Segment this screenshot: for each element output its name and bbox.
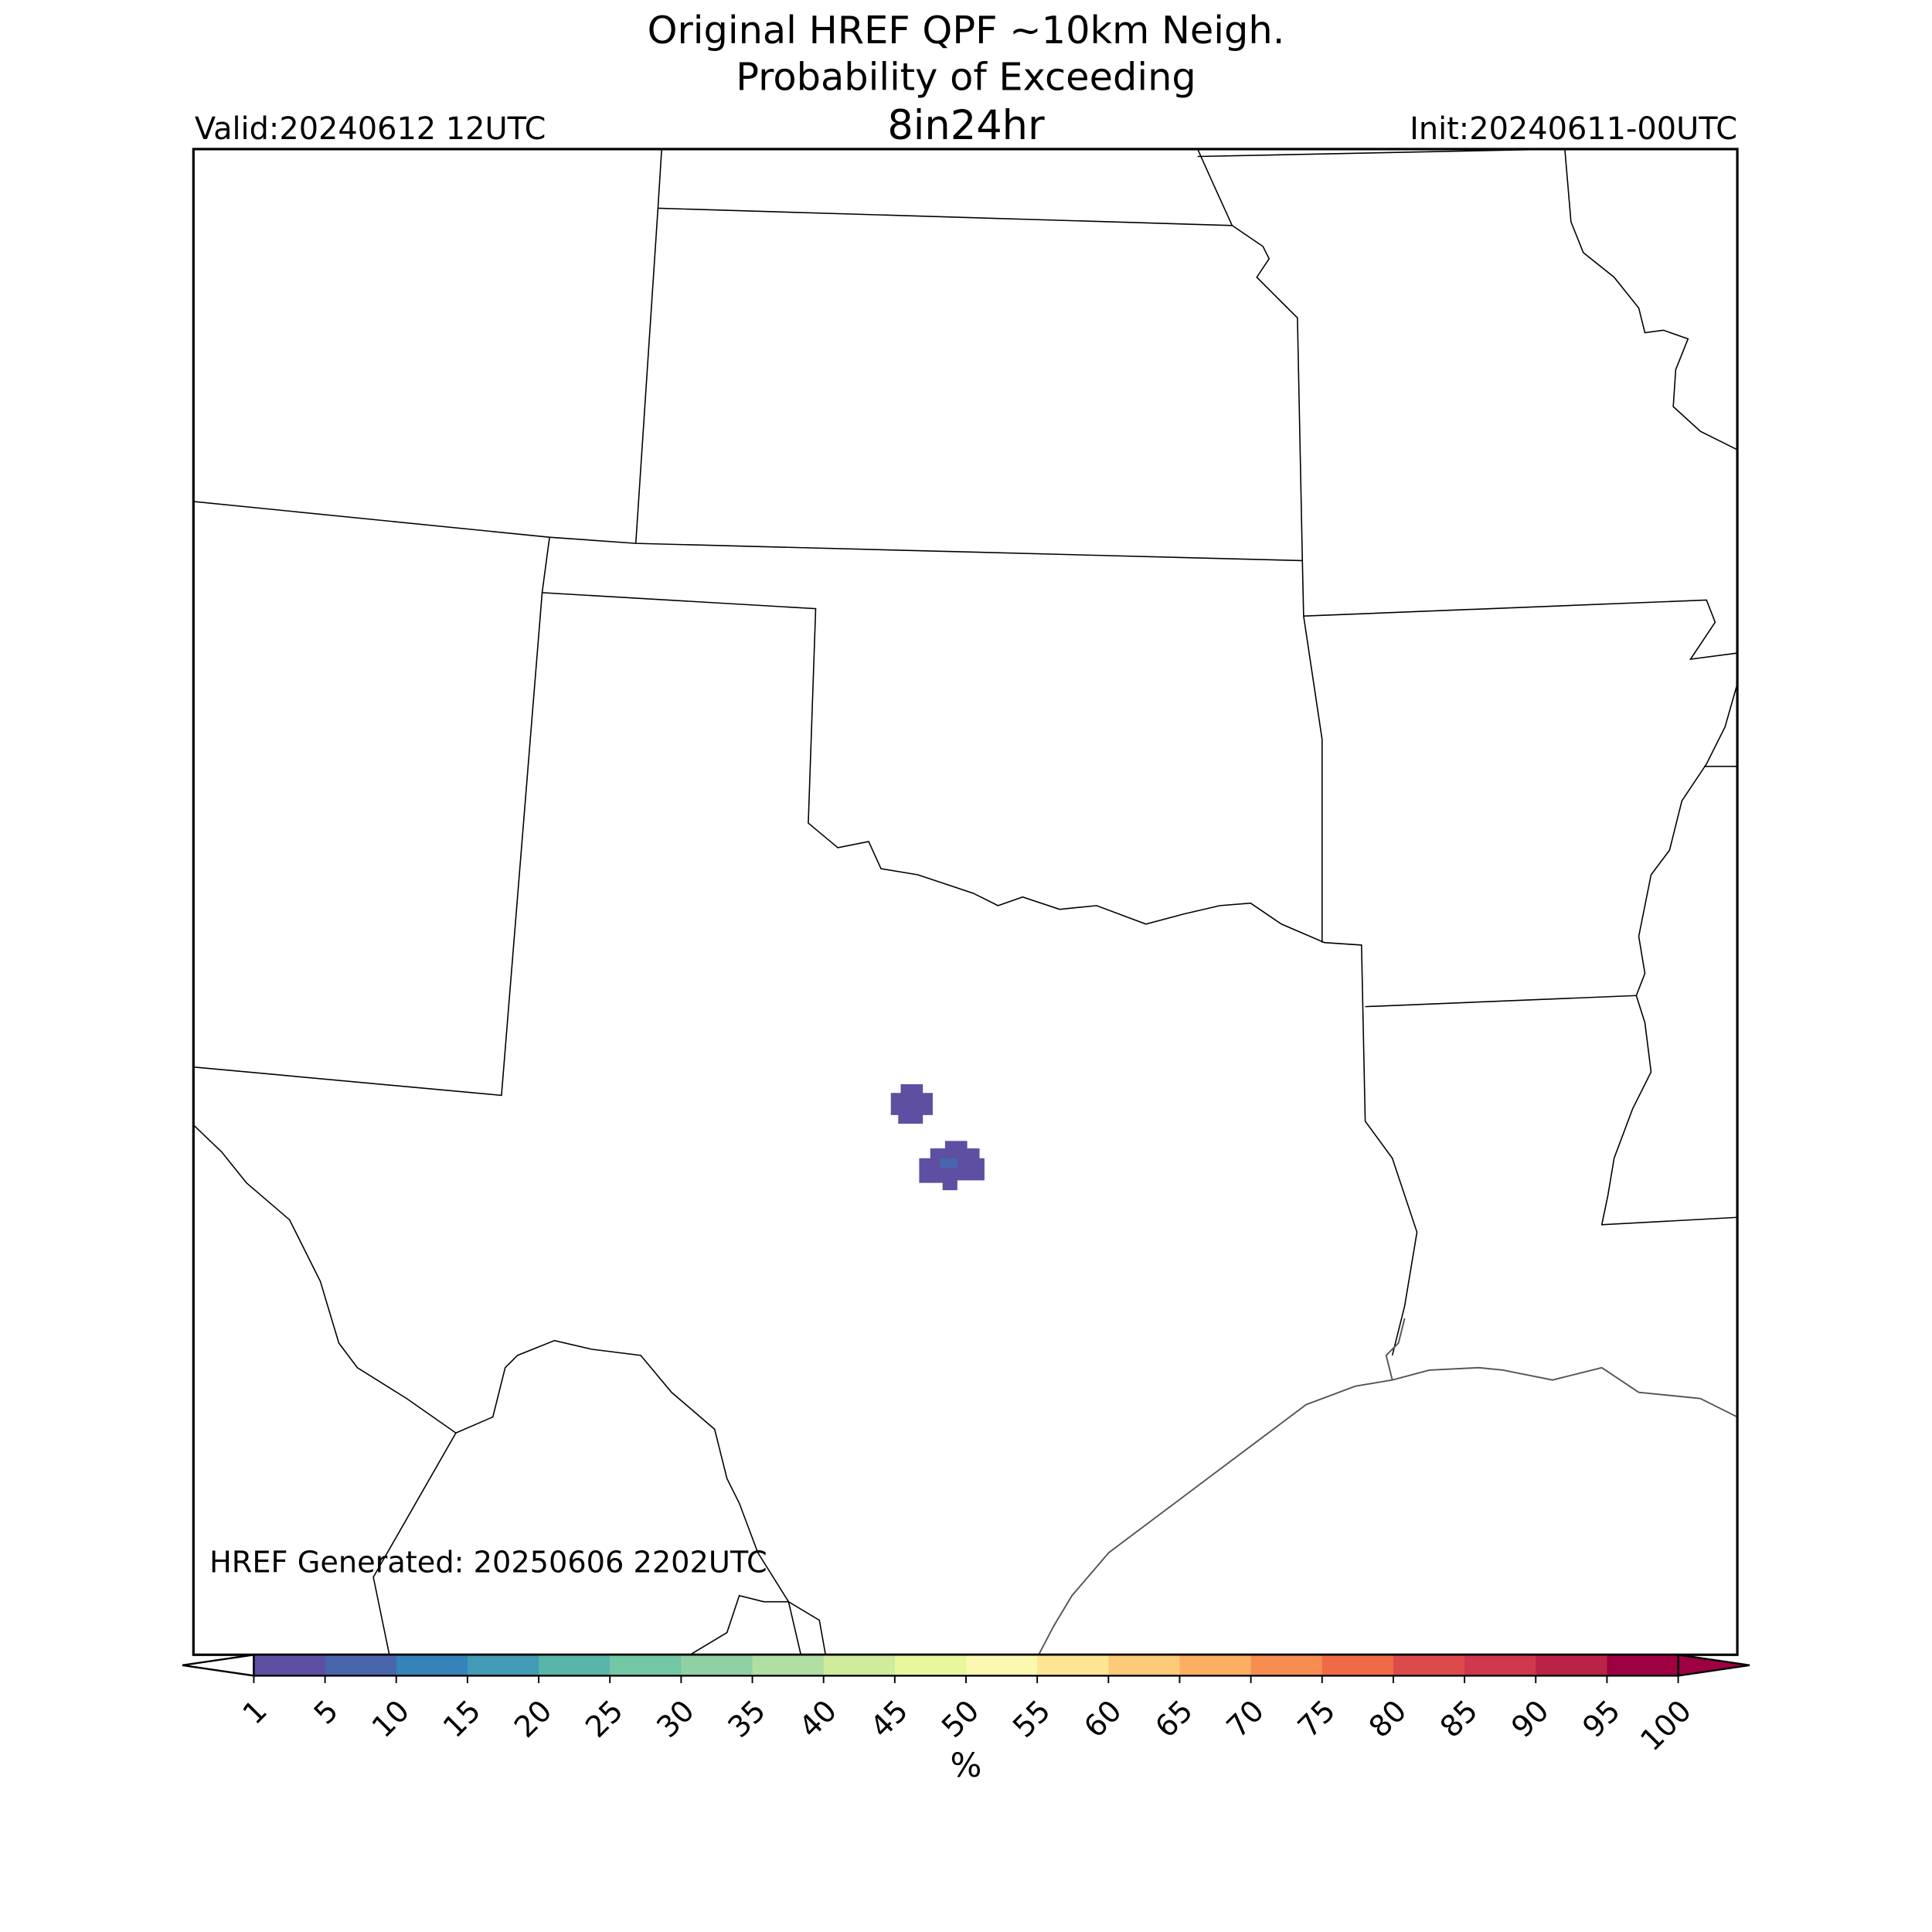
colorbar-segment (1037, 1655, 1110, 1676)
valid-time: Valid:20240612 12UTC (195, 111, 546, 147)
probability-area (940, 1158, 957, 1168)
colorbar-segment (539, 1655, 611, 1676)
colorbar-tick-label: 45 (864, 1693, 915, 1744)
colorbar-tick-label: 15 (437, 1693, 488, 1744)
title-line: Original HREF QPF ~10km Neigh. (648, 8, 1285, 53)
colorbar-segment (467, 1655, 539, 1676)
title-line: Probability of Exceeding (736, 54, 1196, 99)
colorbar-tick-label: 20 (508, 1693, 559, 1744)
colorbar-extend-max (1677, 1653, 1750, 1677)
colorbar-tick-label: 35 (722, 1693, 773, 1744)
colorbar-tick-label: 65 (1148, 1693, 1199, 1744)
colorbar-tick-label: 1 (236, 1693, 274, 1731)
colorbar-segment (752, 1655, 825, 1676)
colorbar-segment (823, 1655, 896, 1676)
colorbar-segment (253, 1655, 326, 1676)
colorbar-tick-label: 100 (1634, 1693, 1698, 1757)
colorbar-segment (396, 1655, 468, 1676)
colorbar-extend-min (182, 1653, 255, 1677)
colorbar-tick-label: 70 (1220, 1693, 1271, 1744)
colorbar-tick-label: 90 (1505, 1693, 1556, 1744)
colorbar-tick-label: 10 (366, 1693, 417, 1744)
colorbar-segment (325, 1655, 397, 1676)
state-borders (192, 148, 1738, 1655)
colorbar-tick-label: 85 (1434, 1693, 1485, 1744)
colorbar-segment (681, 1655, 753, 1676)
colorbar-tick-label: 5 (308, 1693, 345, 1731)
colorbar-tick-label: 50 (935, 1693, 986, 1744)
colorbar-segment (1393, 1655, 1465, 1676)
colorbar-segment (1464, 1655, 1537, 1676)
colorbar-tick-label: 55 (1006, 1693, 1057, 1744)
probability-area (890, 1084, 933, 1124)
colorbar-tick-label: 60 (1077, 1693, 1128, 1744)
probability-areas (890, 1084, 985, 1191)
colorbar-segment (894, 1655, 967, 1676)
colorbar-segment (1250, 1655, 1323, 1676)
colorbar-tick-label: 25 (579, 1693, 630, 1744)
colorbar: 1 5 10 15 20 25 30 35 40 45 50 55 60 65 70 75 80 85 90 95 10… (182, 1653, 1750, 1758)
colorbar-segment (1607, 1655, 1679, 1676)
colorbar-segment (1108, 1655, 1181, 1676)
title-line: 8in24hr (887, 102, 1045, 149)
colorbar-tick-label: 95 (1576, 1693, 1627, 1744)
colorbar-label: % (951, 1747, 982, 1785)
colorbar-tick-label: 30 (650, 1693, 701, 1744)
colorbar-tick-label: 75 (1291, 1693, 1342, 1744)
colorbar-segment (610, 1655, 682, 1676)
colorbar-segment (1321, 1655, 1394, 1676)
colorbar-segment (1536, 1655, 1608, 1676)
colorbar-segment (1179, 1655, 1252, 1676)
map-frame (192, 148, 1739, 1656)
init-time: Init:20240611-00UTC (1410, 111, 1737, 147)
colorbar-segment (966, 1655, 1038, 1676)
generated-time: HREF Generated: 20250606 2202UTC (209, 1545, 767, 1580)
colorbar-tick-label: 80 (1362, 1693, 1413, 1744)
colorbar-tick-label: 40 (793, 1693, 844, 1744)
